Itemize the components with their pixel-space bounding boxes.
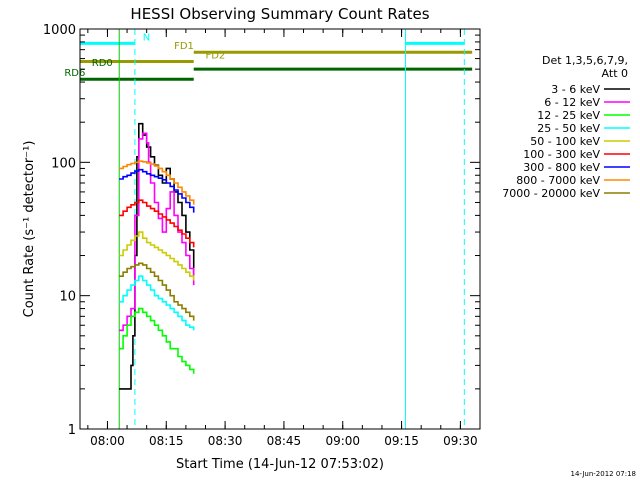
flag-label-fd1: FD1 xyxy=(174,41,194,52)
series-line-3 xyxy=(119,275,195,331)
flag-label-n: N xyxy=(143,32,150,43)
series-line-8 xyxy=(119,262,195,321)
legend-label-6: 300 - 800 keV xyxy=(523,161,600,174)
flag-label-rd6: RD6 xyxy=(64,68,85,79)
series-line-6 xyxy=(119,168,195,213)
legend-label-8: 7000 - 20000 keV xyxy=(502,187,600,200)
x-tick-label-4: 09:00 xyxy=(325,434,360,448)
y-tick-label-1: 10 xyxy=(59,290,76,305)
y-tick-label-2: 100 xyxy=(51,156,76,171)
series-line-7 xyxy=(119,160,195,205)
x-tick-label-2: 08:30 xyxy=(208,434,243,448)
footer-date: 14-Jun-2012 07:18 xyxy=(571,470,637,478)
series-line-2 xyxy=(119,307,195,374)
series-line-4 xyxy=(119,231,195,281)
y-axis-label: Count Rate (s⁻¹ detector⁻¹) xyxy=(22,141,37,318)
legend-label-5: 100 - 300 keV xyxy=(523,148,600,161)
x-tick-label-0: 08:00 xyxy=(90,434,125,448)
flags-layer: N FD1 FD2 RD0 RD6 xyxy=(64,32,473,81)
legend-label-0: 3 - 6 keV xyxy=(551,83,600,96)
plot-frame xyxy=(79,28,481,430)
series-line-5 xyxy=(119,199,195,248)
chart-title: HESSI Observing Summary Count Rates xyxy=(130,5,429,23)
y-tick-label-3: 1000 xyxy=(43,23,76,38)
series-line-1 xyxy=(119,132,195,332)
series-layer xyxy=(119,122,195,390)
flag-label-fd2: FD2 xyxy=(205,51,225,62)
x-axis: 08:00 08:15 08:30 08:45 09:00 09:15 09:30 xyxy=(87,29,481,448)
legend-header-0: Det 1,3,5,6,7,9, xyxy=(542,54,628,67)
x-axis-label: Start Time (14-Jun-12 07:53:02) xyxy=(176,457,384,472)
legend-header-1: Att 0 xyxy=(602,67,628,80)
legend-label-7: 800 - 7000 keV xyxy=(516,174,600,187)
legend-label-2: 12 - 25 keV xyxy=(537,109,600,122)
legend-label-3: 25 - 50 keV xyxy=(537,122,600,135)
x-tick-label-5: 09:15 xyxy=(384,434,419,448)
legend-label-1: 6 - 12 keV xyxy=(544,96,600,109)
x-tick-label-1: 08:15 xyxy=(149,434,184,448)
legend-label-4: 50 - 100 keV xyxy=(530,135,600,148)
y-tick-label-0: 1 xyxy=(68,423,76,438)
y-axis: 1 10 100 1000 xyxy=(43,23,480,438)
flag-label-rd0: RD0 xyxy=(92,58,113,69)
x-tick-label-3: 08:45 xyxy=(267,434,302,448)
x-tick-label-6: 09:30 xyxy=(443,434,478,448)
